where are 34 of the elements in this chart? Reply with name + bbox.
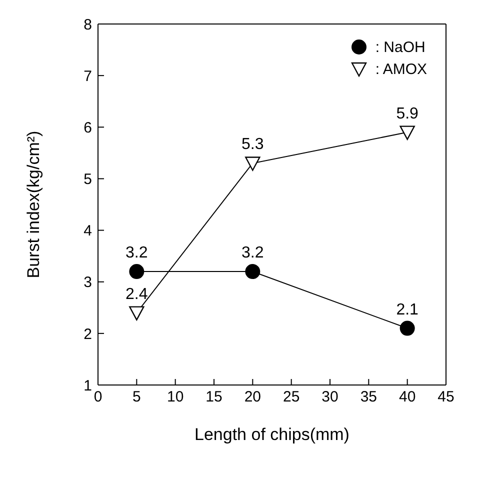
x-tick-label: 5 xyxy=(132,388,141,406)
y-tick-label: 8 xyxy=(84,16,92,34)
x-tick-label: 20 xyxy=(244,388,262,406)
data-label: 3.2 xyxy=(126,244,148,262)
x-tick-label: 15 xyxy=(206,388,222,406)
y-tick-label: 2 xyxy=(84,326,92,343)
x-tick-label: 25 xyxy=(282,388,300,406)
y-tick-label: 1 xyxy=(84,377,92,394)
data-label: 2.4 xyxy=(126,286,148,303)
y-tick-label: 7 xyxy=(84,68,92,85)
y-tick-label: 4 xyxy=(84,222,92,240)
legend-label: : AMOX xyxy=(375,60,427,78)
y-axis-title: Burst index(kg/cm²) xyxy=(24,130,44,278)
x-tick-label: 10 xyxy=(166,388,184,406)
x-tick-label: 40 xyxy=(398,388,416,406)
point xyxy=(245,156,260,171)
data-label: 3.2 xyxy=(242,244,264,262)
y-tick-label: 5 xyxy=(84,171,92,188)
x-tick-label: 30 xyxy=(322,388,338,406)
x-tick-label: 35 xyxy=(360,388,378,406)
data-label: 5.3 xyxy=(242,136,264,154)
point xyxy=(129,264,144,280)
legend-label: : NaOH xyxy=(375,38,426,56)
y-tick-label: 3 xyxy=(84,274,92,292)
data-label: 5.9 xyxy=(396,105,419,122)
data-label: 2.1 xyxy=(396,301,419,318)
point xyxy=(245,264,260,280)
point xyxy=(129,306,144,320)
y-tick-label: 6 xyxy=(84,119,92,136)
point xyxy=(400,126,415,140)
x-tick-label: 0 xyxy=(94,388,102,406)
point xyxy=(400,320,415,336)
x-axis-title: Length of chips(mm) xyxy=(194,425,350,444)
x-tick-label: 45 xyxy=(438,388,454,406)
